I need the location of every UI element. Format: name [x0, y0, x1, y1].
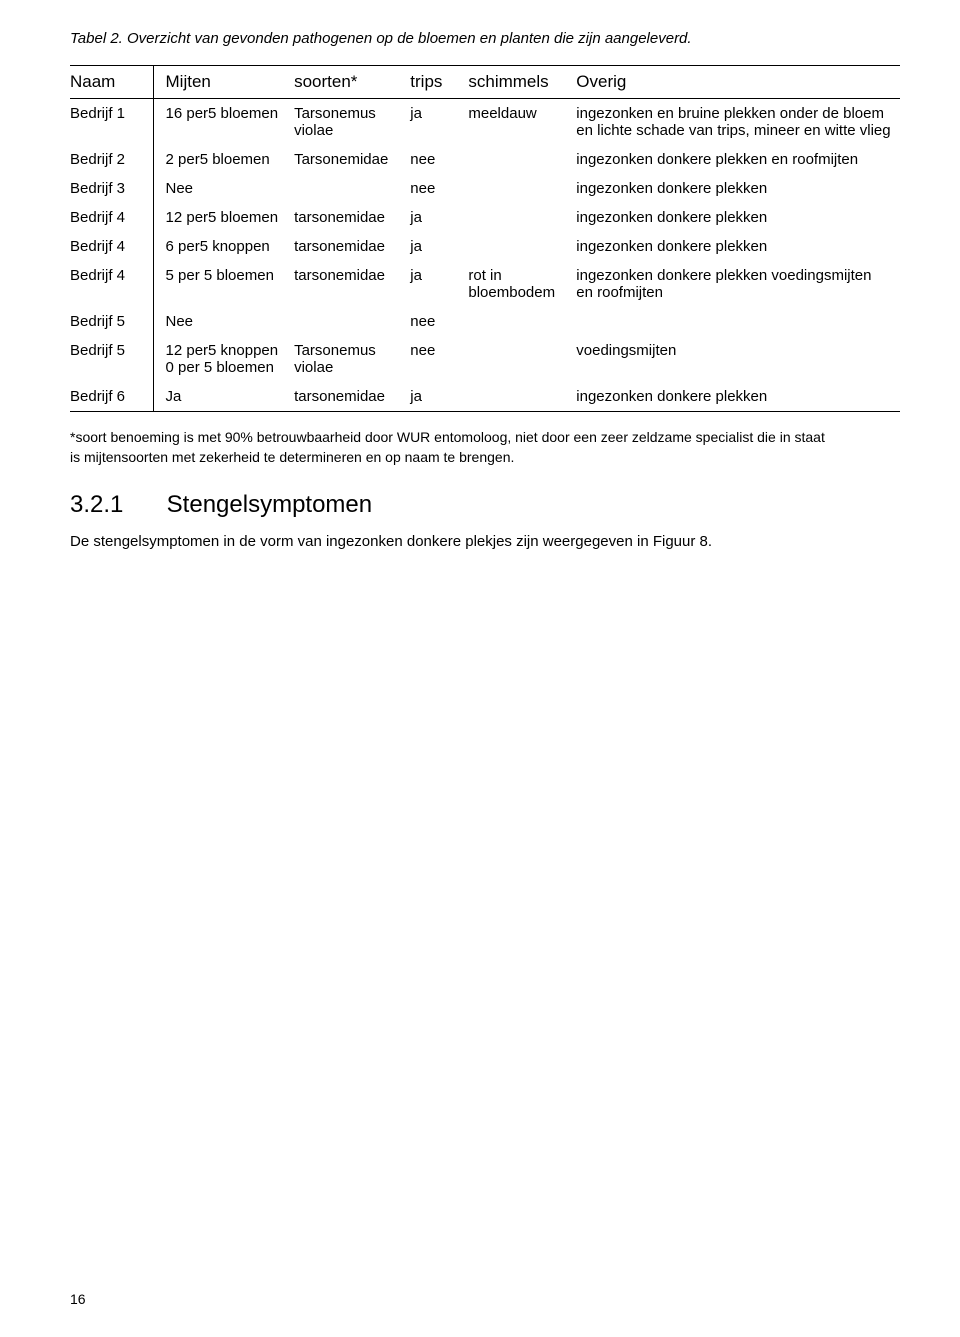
col-header-trips: trips [410, 66, 468, 99]
cell-overig: ingezonken donkere plekken [576, 203, 900, 232]
col-header-naam: Naam [70, 66, 153, 99]
cell-overig: ingezonken donkere plekken [576, 382, 900, 412]
table-row: Bedrijf 512 per5 knoppen 0 per 5 bloemen… [70, 336, 900, 382]
cell-soorten [294, 174, 410, 203]
cell-schimmels [468, 232, 576, 261]
pathogens-table: Naam Mijten soorten* trips schimmels Ove… [70, 65, 900, 412]
body-paragraph: De stengelsymptomen in de vorm van ingez… [70, 533, 900, 550]
cell-naam: Bedrijf 3 [70, 174, 153, 203]
cell-mijten: Nee [153, 174, 294, 203]
cell-schimmels [468, 336, 576, 382]
col-header-overig: Overig [576, 66, 900, 99]
cell-mijten: 5 per 5 bloemen [153, 261, 294, 307]
cell-soorten [294, 307, 410, 336]
cell-trips: ja [410, 99, 468, 146]
cell-naam: Bedrijf 4 [70, 203, 153, 232]
cell-naam: Bedrijf 6 [70, 382, 153, 412]
col-header-mijten: Mijten [153, 66, 294, 99]
cell-mijten: Nee [153, 307, 294, 336]
cell-soorten: Tarsonemus violae [294, 99, 410, 146]
page-number: 16 [70, 1291, 86, 1307]
cell-naam: Bedrijf 1 [70, 99, 153, 146]
cell-mijten: 12 per5 bloemen [153, 203, 294, 232]
cell-naam: Bedrijf 5 [70, 307, 153, 336]
cell-naam: Bedrijf 5 [70, 336, 153, 382]
table-row: Bedrijf 412 per5 bloementarsonemidaeja in… [70, 203, 900, 232]
cell-schimmels [468, 382, 576, 412]
cell-schimmels: meeldauw [468, 99, 576, 146]
cell-overig: voedingsmijten [576, 336, 900, 382]
cell-mijten: 12 per5 knoppen 0 per 5 bloemen [153, 336, 294, 382]
cell-mijten: 16 per5 bloemen [153, 99, 294, 146]
cell-overig: ingezonken donkere plekken [576, 232, 900, 261]
heading-text: Stengelsymptomen [167, 491, 372, 518]
footnote-line: *soort benoeming is met 90% betrouwbaarh… [70, 429, 825, 445]
col-header-schimmels: schimmels [468, 66, 576, 99]
table-row: Bedrijf 116 per5 bloemenTarsonemus viola… [70, 99, 900, 146]
cell-soorten: tarsonemidae [294, 261, 410, 307]
cell-trips: ja [410, 261, 468, 307]
table-row: Bedrijf 46 per5 knoppentarsonemidaeja ing… [70, 232, 900, 261]
cell-naam: Bedrijf 4 [70, 232, 153, 261]
cell-overig [576, 307, 900, 336]
table-caption: Tabel 2. Overzicht van gevonden pathogen… [70, 30, 900, 47]
cell-trips: nee [410, 336, 468, 382]
footnote-line: is mijtensoorten met zekerheid te determ… [70, 449, 514, 465]
cell-trips: nee [410, 307, 468, 336]
cell-mijten: 6 per5 knoppen [153, 232, 294, 261]
table-footnote: *soort benoeming is met 90% betrouwbaarh… [70, 428, 900, 467]
cell-schimmels [468, 174, 576, 203]
cell-naam: Bedrijf 2 [70, 145, 153, 174]
section-heading: 3.2.1 Stengelsymptomen [70, 491, 900, 519]
cell-trips: ja [410, 203, 468, 232]
cell-trips: ja [410, 232, 468, 261]
table-header-row: Naam Mijten soorten* trips schimmels Ove… [70, 66, 900, 99]
table-row: Bedrijf 5Nee nee [70, 307, 900, 336]
cell-schimmels [468, 307, 576, 336]
cell-soorten: Tarsonemus violae [294, 336, 410, 382]
col-header-soorten: soorten* [294, 66, 410, 99]
cell-overig: ingezonken donkere plekken voedingsmijte… [576, 261, 900, 307]
heading-number: 3.2.1 [70, 491, 160, 519]
table-row: Bedrijf 6Jatarsonemidaeja ingezonken donk… [70, 382, 900, 412]
cell-trips: ja [410, 382, 468, 412]
table-row: Bedrijf 3Nee nee ingezonken donkere plekke… [70, 174, 900, 203]
cell-schimmels: rot in bloembodem [468, 261, 576, 307]
cell-naam: Bedrijf 4 [70, 261, 153, 307]
cell-soorten: tarsonemidae [294, 382, 410, 412]
table-row: Bedrijf 45 per 5 bloementarsonemidaejaro… [70, 261, 900, 307]
cell-overig: ingezonken donkere plekken [576, 174, 900, 203]
cell-trips: nee [410, 174, 468, 203]
cell-soorten: tarsonemidae [294, 203, 410, 232]
table-row: Bedrijf 22 per5 bloemenTarsonemidaenee in… [70, 145, 900, 174]
cell-schimmels [468, 203, 576, 232]
cell-mijten: 2 per5 bloemen [153, 145, 294, 174]
cell-soorten: tarsonemidae [294, 232, 410, 261]
cell-schimmels [468, 145, 576, 174]
cell-trips: nee [410, 145, 468, 174]
cell-overig: ingezonken donkere plekken en roofmijten [576, 145, 900, 174]
cell-soorten: Tarsonemidae [294, 145, 410, 174]
cell-mijten: Ja [153, 382, 294, 412]
cell-overig: ingezonken en bruine plekken onder de bl… [576, 99, 900, 146]
